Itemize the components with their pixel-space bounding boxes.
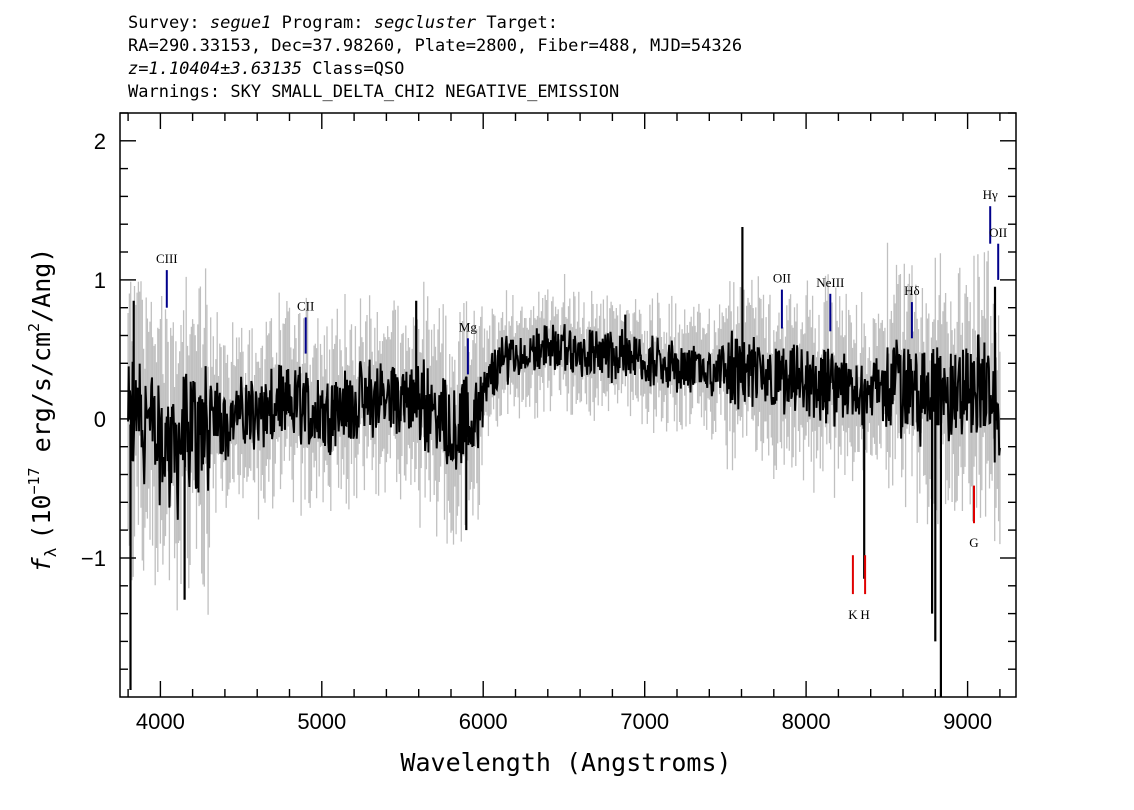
- x-tick-label: 9000: [943, 709, 992, 734]
- y-axis-units: erg/s/cm: [27, 332, 56, 467]
- spectral-line-label: NeIII: [816, 275, 844, 290]
- x-axis-title: Wavelength (Angstroms): [400, 748, 731, 777]
- header-line-warnings: Warnings: SKY SMALL_DELTA_CHI2 NEGATIVE_…: [128, 82, 620, 102]
- y-tick-label: 0: [94, 407, 106, 432]
- plot-frame: [119, 112, 1017, 698]
- x-tick-label: 6000: [459, 709, 508, 734]
- x-tick-label: 4000: [136, 709, 185, 734]
- y-axis-ticks: −1 0 1 2: [81, 112, 1016, 670]
- survey-key: Survey:: [128, 13, 200, 33]
- y-tick-label: −1: [81, 546, 106, 571]
- header-line-redshift: z=1.10404±3.63135 Class=QSO: [128, 58, 742, 81]
- program-value: segcluster: [373, 13, 477, 33]
- y-axis-title: fλ (10−17 erg/s/cm2/Ang): [25, 248, 60, 573]
- y-axis-square: 2: [25, 323, 43, 332]
- program-key: Program:: [281, 13, 364, 33]
- spectral-line-label: H: [860, 607, 869, 622]
- y-tick-label: 2: [94, 129, 106, 154]
- spectrum-header: Survey: segue1 Program: segcluster Targe…: [128, 12, 742, 104]
- header-line-survey: Survey: segue1 Program: segcluster Targe…: [128, 12, 742, 35]
- header-line-coordinates: RA=290.33153, Dec=37.98260, Plate=2800, …: [128, 36, 743, 56]
- spectral-line-markers: CIII CII Mg OII NeIII Hδ Hγ OII K H G: [156, 187, 1007, 622]
- survey-value: segue1: [209, 13, 272, 33]
- class-value: Class=QSO: [312, 59, 405, 79]
- y-axis-main: (10: [27, 495, 56, 540]
- spectral-line-label: Hδ: [904, 283, 920, 298]
- y-tick-label: 1: [94, 268, 106, 293]
- flux-line: [127, 324, 1001, 520]
- error-band: [127, 227, 1001, 697]
- y-axis-symbol: f: [27, 556, 56, 572]
- spectral-line-label: CII: [297, 298, 314, 313]
- target-key: Target:: [486, 13, 558, 33]
- y-axis-end: /Ang): [27, 248, 56, 323]
- spectral-line-label: Hγ: [983, 187, 998, 202]
- x-tick-label: 7000: [620, 709, 669, 734]
- spectral-line-label: OII: [773, 271, 791, 286]
- spectral-line-label: OII: [989, 225, 1007, 240]
- redshift-value: z=1.10404±3.63135: [128, 59, 302, 79]
- x-axis-ticks: 4000 5000 6000 7000 8000 9000: [127, 113, 1001, 734]
- spectral-line-label: Mg: [459, 319, 478, 334]
- spectral-line-label: K: [848, 607, 858, 622]
- spectral-line-label: CIII: [156, 251, 178, 266]
- x-tick-label: 5000: [297, 709, 346, 734]
- x-tick-label: 8000: [782, 709, 831, 734]
- y-axis-subscript: λ: [41, 547, 60, 557]
- y-axis-exponent: −17: [25, 467, 43, 494]
- spectral-line-label: G: [969, 535, 978, 550]
